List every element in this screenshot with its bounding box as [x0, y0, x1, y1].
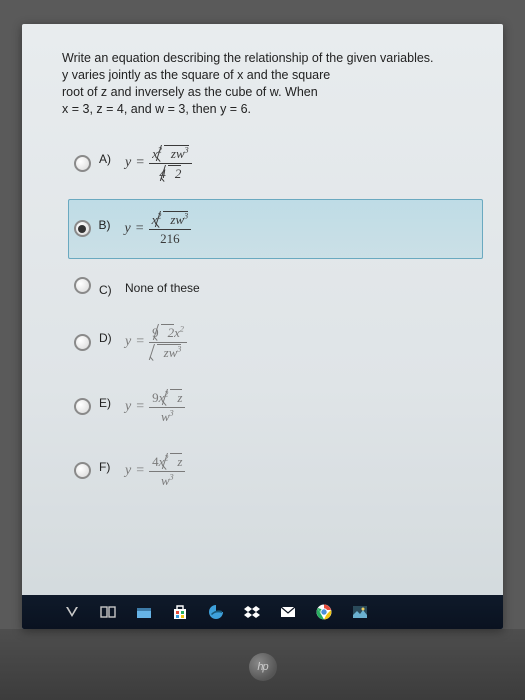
option-e[interactable]: E) y= 9x2z w3 — [68, 378, 483, 436]
radio-f[interactable] — [74, 462, 91, 479]
edge-icon[interactable] — [206, 602, 226, 622]
option-letter: C) — [99, 275, 115, 297]
radio-d[interactable] — [74, 334, 91, 351]
question-line: root of z and inversely as the cube of w… — [62, 84, 473, 101]
option-f-formula: y= 4x2z w3 — [125, 452, 185, 490]
screen-viewport: Write an equation describing the relatio… — [22, 24, 503, 629]
option-letter: E) — [99, 388, 115, 410]
option-b-formula: y= x2zw3 216 — [125, 210, 192, 248]
store-icon[interactable] — [170, 602, 190, 622]
dropbox-icon[interactable] — [242, 602, 262, 622]
caret-icon[interactable] — [62, 602, 82, 622]
option-letter: A) — [99, 144, 115, 166]
question-line: Write an equation describing the relatio… — [62, 50, 473, 67]
hp-logo: hp — [249, 653, 277, 681]
radio-b[interactable] — [74, 220, 91, 237]
radio-c[interactable] — [74, 277, 91, 294]
option-a[interactable]: A) y= x2zw3 42 — [68, 134, 483, 193]
options-list: A) y= x2zw3 42 B) y= x2zw3 216 — [22, 128, 503, 516]
option-letter: D) — [99, 323, 115, 345]
photos-icon[interactable] — [350, 602, 370, 622]
option-letter: F) — [99, 452, 115, 474]
option-e-formula: y= 9x2z w3 — [125, 388, 185, 426]
question-text: Write an equation describing the relatio… — [22, 24, 503, 128]
taskview-icon[interactable] — [98, 602, 118, 622]
option-letter: B) — [99, 210, 115, 232]
question-line: x = 3, z = 4, and w = 3, then y = 6. — [62, 101, 473, 118]
option-d-formula: y= 92x2 zw3 — [125, 323, 187, 362]
folder-blue-icon[interactable] — [134, 602, 154, 622]
option-a-formula: y= x2zw3 42 — [125, 144, 192, 183]
question-line: y varies jointly as the square of x and … — [62, 67, 473, 84]
option-c[interactable]: C) None of these — [68, 265, 483, 307]
windows-taskbar[interactable] — [22, 595, 503, 629]
option-c-text: None of these — [125, 277, 200, 295]
option-b[interactable]: B) y= x2zw3 216 — [68, 199, 483, 259]
radio-a[interactable] — [74, 155, 91, 172]
chrome-icon[interactable] — [314, 602, 334, 622]
option-d[interactable]: D) y= 92x2 zw3 — [68, 313, 483, 372]
option-f[interactable]: F) y= 4x2z w3 — [68, 442, 483, 500]
radio-e[interactable] — [74, 398, 91, 415]
mail-icon[interactable] — [278, 602, 298, 622]
